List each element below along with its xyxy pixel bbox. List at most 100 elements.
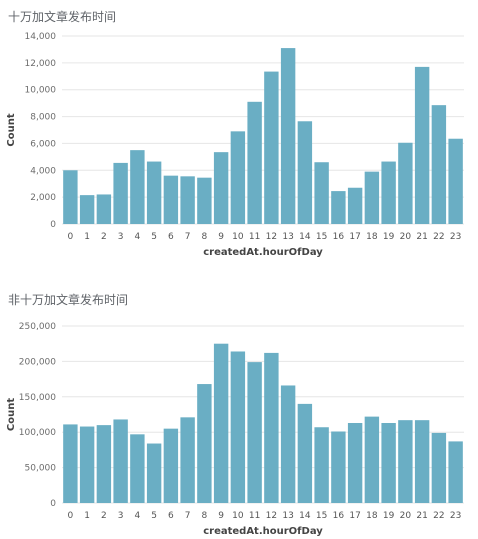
bar-hour-22 — [431, 105, 447, 224]
bar-hour-23 — [448, 138, 463, 224]
bar-hour-3 — [113, 419, 128, 503]
bar-hour-7 — [180, 417, 195, 503]
bar-hour-5 — [146, 161, 162, 224]
x-tick-label: 18 — [366, 511, 378, 521]
x-tick-label: 20 — [400, 511, 412, 521]
x-tick-label: 11 — [249, 232, 260, 242]
x-tick-label: 21 — [416, 511, 427, 521]
y-tick-label: 100,000 — [19, 428, 56, 438]
bar-hour-19 — [381, 161, 396, 224]
x-tick-label: 5 — [151, 511, 157, 521]
y-tick-label: 50,000 — [25, 464, 57, 474]
x-tick-label: 17 — [349, 232, 360, 242]
bar-hour-1 — [79, 195, 95, 224]
y-tick-label: 6,000 — [30, 139, 56, 149]
x-tick-label: 3 — [118, 511, 124, 521]
y-tick-label: 0 — [50, 499, 56, 509]
bar-hour-18 — [364, 171, 380, 224]
y-tick-label: 0 — [50, 220, 56, 230]
x-tick-label: 7 — [185, 232, 191, 242]
bar-hour-10 — [230, 131, 246, 224]
x-tick-label: 8 — [202, 232, 208, 242]
x-tick-label: 5 — [151, 232, 157, 242]
x-axis-title: createdAt.hourOfDay — [203, 247, 323, 258]
bar-hour-23 — [448, 441, 463, 503]
bar-hour-4 — [130, 150, 145, 224]
chart-1-title: 十万加文章发布时间 — [8, 10, 117, 24]
x-tick-label: 11 — [249, 511, 260, 521]
bar-hour-13 — [280, 48, 296, 224]
x-tick-label: 13 — [282, 232, 293, 242]
chart-1-plot: 0 2,000 4,000 6,000 8,000 10,000 12,000 14,000 0… — [6, 32, 464, 258]
x-tick-label: 9 — [218, 511, 224, 521]
bar-hour-0 — [63, 424, 78, 503]
x-tick-label: 23 — [450, 232, 461, 242]
x-tick-label: 2 — [101, 511, 107, 521]
bar-hour-15 — [314, 427, 329, 503]
x-tick-label: 16 — [333, 511, 345, 521]
y-tick-label: 2,000 — [30, 193, 56, 203]
bar-hour-16 — [331, 191, 346, 224]
x-tick-label: 17 — [349, 511, 360, 521]
x-tick-label: 0 — [68, 232, 74, 242]
bar-hour-17 — [347, 187, 363, 224]
x-tick-label: 4 — [135, 511, 141, 521]
bar-hour-2 — [96, 194, 112, 224]
x-tick-label: 10 — [232, 232, 244, 242]
x-tick-label: 8 — [202, 511, 208, 521]
bar-hour-11 — [247, 362, 262, 503]
x-tick-label: 14 — [299, 511, 311, 521]
y-tick-label: 14,000 — [25, 32, 57, 42]
y-tick-label: 12,000 — [25, 59, 57, 69]
bar-hour-16 — [331, 431, 346, 503]
x-tick-label: 9 — [218, 232, 224, 242]
bar-hour-8 — [197, 177, 212, 224]
y-tick-label: 10,000 — [25, 86, 57, 96]
x-tick-label: 2 — [101, 232, 107, 242]
x-axis-title: createdAt.hourOfDay — [203, 526, 323, 537]
x-tick-label: 18 — [366, 232, 378, 242]
bar-hour-20 — [398, 420, 413, 503]
x-tick-label: 16 — [333, 232, 345, 242]
x-tick-label: 1 — [84, 232, 90, 242]
x-tick-label: 20 — [400, 232, 412, 242]
y-tick-label: 250,000 — [19, 322, 56, 332]
bar-hour-19 — [381, 422, 396, 503]
y-axis-title: Count — [6, 398, 17, 431]
x-tick-label: 7 — [185, 511, 191, 521]
bar-hour-21 — [414, 420, 430, 503]
x-tick-label: 3 — [118, 232, 124, 242]
x-tick-label: 21 — [416, 232, 427, 242]
x-tick-label: 22 — [433, 511, 444, 521]
bar-hour-13 — [280, 385, 296, 503]
x-tick-label: 15 — [316, 232, 327, 242]
chart-2-title: 非十万加文章发布时间 — [8, 293, 129, 307]
bar-hour-3 — [113, 162, 128, 224]
bar-hour-20 — [398, 142, 413, 224]
x-tick-label: 14 — [299, 232, 311, 242]
bar-hour-17 — [347, 422, 363, 503]
bar-hour-4 — [130, 434, 145, 503]
x-tick-label: 23 — [450, 511, 461, 521]
x-tick-label: 12 — [266, 511, 277, 521]
bar-hour-18 — [364, 416, 380, 503]
x-tick-label: 19 — [383, 511, 395, 521]
bar-hour-2 — [96, 425, 112, 503]
bar-hour-21 — [414, 66, 430, 224]
x-tick-label: 19 — [383, 232, 395, 242]
bar-hour-0 — [63, 170, 78, 224]
x-tick-label: 4 — [135, 232, 141, 242]
bar-hour-22 — [431, 432, 447, 503]
bar-hour-5 — [146, 443, 162, 503]
x-tick-label: 13 — [282, 511, 293, 521]
x-tick-label: 1 — [84, 511, 90, 521]
bar-hour-14 — [297, 121, 313, 224]
y-tick-label: 4,000 — [30, 166, 56, 176]
bar-hour-14 — [297, 403, 313, 503]
y-tick-label: 150,000 — [19, 393, 56, 403]
x-tick-label: 12 — [266, 232, 277, 242]
bar-hour-11 — [247, 101, 262, 224]
y-axis-title: Count — [6, 113, 17, 146]
x-tick-label: 6 — [168, 511, 174, 521]
